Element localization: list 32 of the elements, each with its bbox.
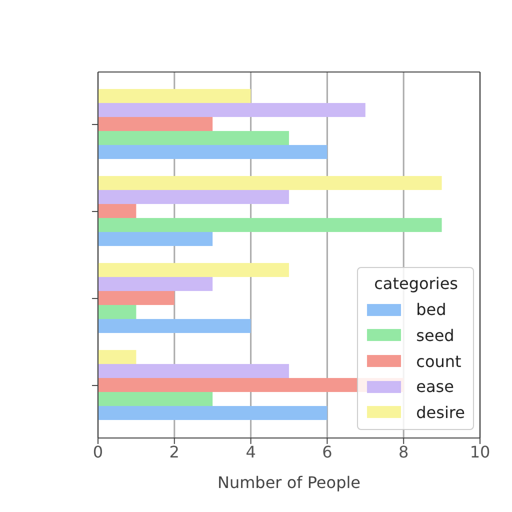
bar [98,277,213,291]
bar [98,392,213,406]
bar [98,350,136,364]
x-tick-label: 4 [246,442,256,462]
legend-label: bed [416,300,446,320]
x-tick-label: 6 [322,442,332,462]
legend-label: count [416,352,462,371]
bar [98,176,442,190]
legend-title: categories [373,273,459,296]
bar [98,204,136,218]
x-tick-label: 2 [169,442,180,462]
bar [98,319,251,333]
bar [98,305,136,319]
bar [98,232,213,246]
legend-label: ease [416,377,454,396]
bar [98,103,366,117]
bar [98,117,213,131]
bar [98,145,328,159]
bar [98,190,289,204]
legend-label: seed [416,326,454,345]
x-tick-label: 0 [92,442,104,462]
bar [98,218,442,232]
x-tick-label: 10 [470,442,490,462]
bar [98,263,289,277]
legend-label: desire [416,402,465,422]
x-axis-title: Number of People [217,473,361,492]
bar [98,364,289,378]
bar [98,131,289,145]
bar [98,291,174,305]
x-tick-label: 8 [398,442,409,462]
bar [98,89,251,103]
bar [98,406,328,420]
